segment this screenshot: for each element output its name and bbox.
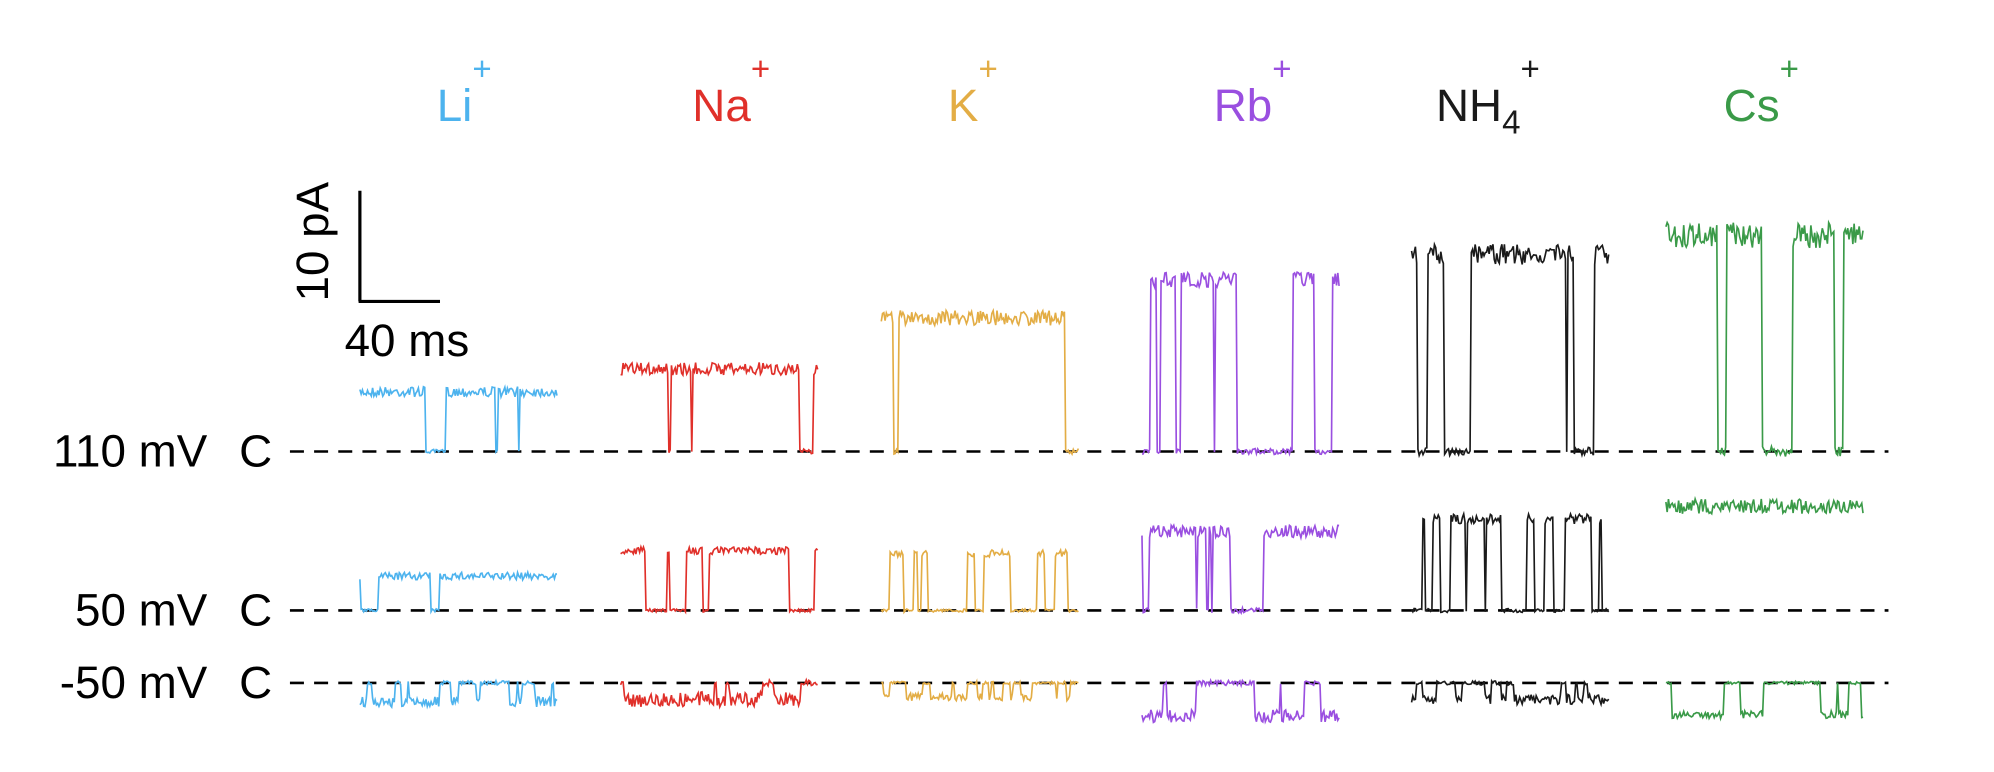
current-trace — [880, 547, 1079, 615]
ion-symbol: Rb — [1214, 80, 1273, 131]
voltage-label: 50 mV — [75, 585, 208, 636]
ion-label: Rb+ — [1214, 51, 1292, 131]
ion-superscript: + — [978, 51, 997, 88]
current-trace — [359, 384, 558, 455]
ion-label: Cs+ — [1724, 51, 1799, 131]
ion-label: Na+ — [692, 51, 770, 131]
ion-symbol: Li — [437, 80, 473, 131]
closed-label: C — [239, 585, 272, 636]
ion-superscript: + — [472, 51, 491, 88]
ion-superscript: + — [751, 51, 770, 88]
current-trace — [359, 569, 558, 615]
ion-symbol: Na — [692, 80, 751, 131]
ion-superscript: + — [1272, 51, 1291, 88]
current-trace — [1665, 219, 1864, 458]
current-trace — [1410, 678, 1610, 708]
ion-symbol: K — [948, 80, 979, 131]
current-trace — [619, 677, 818, 710]
scale-time: 40 ms — [345, 315, 470, 366]
ion-superscript: + — [1780, 51, 1799, 88]
ion-superscript: + — [1520, 51, 1539, 88]
current-trace — [620, 544, 819, 615]
current-trace — [1141, 522, 1340, 616]
scale-bar: 10 pA 40 ms — [287, 181, 469, 366]
current-trace — [620, 361, 819, 455]
current-trace — [1141, 270, 1340, 457]
ion-subscript: 4 — [1502, 105, 1520, 142]
current-trace — [881, 678, 1079, 704]
voltage-label: -50 mV — [60, 657, 208, 708]
current-trace — [1665, 679, 1864, 722]
closed-label: C — [239, 426, 272, 477]
ion-label: K+ — [948, 51, 998, 131]
scale-current: 10 pA — [287, 181, 338, 301]
current-trace — [359, 678, 558, 710]
ion-label: Li+ — [437, 51, 492, 131]
voltage-label: 110 mV — [53, 426, 208, 477]
ion-symbol: Cs — [1724, 80, 1780, 131]
current-trace — [880, 307, 1080, 457]
ion-label: NH4+ — [1436, 51, 1540, 141]
closed-label: C — [239, 657, 272, 708]
current-trace — [1141, 677, 1340, 725]
current-trace — [1665, 495, 1864, 516]
current-trace — [1410, 241, 1610, 459]
current-trace — [1410, 510, 1610, 614]
ion-symbol: NH — [1436, 80, 1502, 131]
